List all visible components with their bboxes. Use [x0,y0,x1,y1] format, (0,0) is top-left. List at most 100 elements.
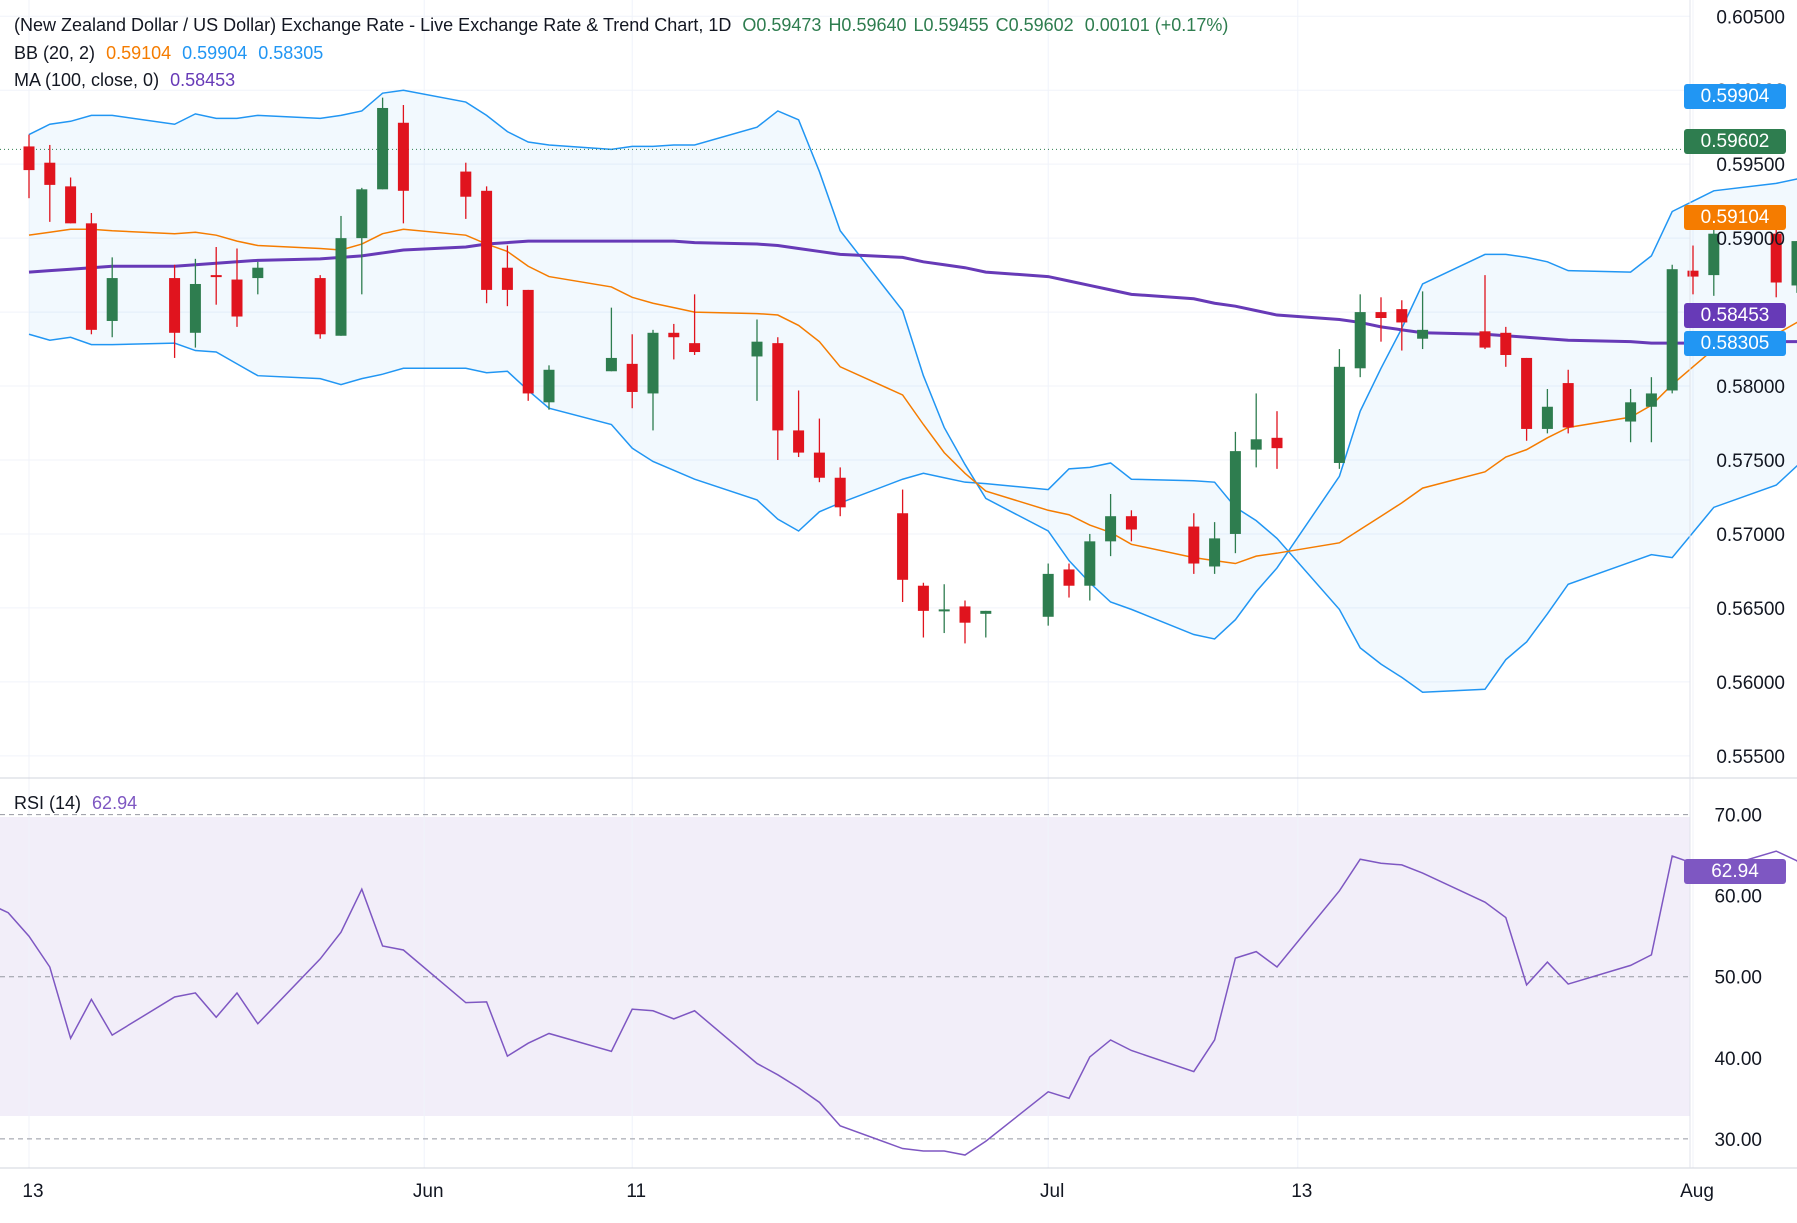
candle-body [189,283,201,333]
candle-body [481,190,493,290]
candle-body [1188,526,1200,564]
rsi-pane [0,814,1797,1156]
price-tick-label: 0.59500 [1716,155,1785,176]
candle-body [813,452,825,478]
rsi-price-label: 62.94 [1684,859,1786,884]
bb-lower-value: 0.58305 [258,43,324,63]
rsi-legend-value: 62.94 [92,793,138,813]
candle-body [210,275,222,278]
time-tick-label: Jul [1040,1181,1064,1202]
candlesticks [23,97,1797,644]
bollinger-band-fill [29,90,1797,693]
candle-body [668,332,680,338]
candle-body [1271,437,1283,449]
bb-lower-price-label: 0.58305 [1684,331,1786,356]
candle-body [938,609,950,612]
candle-body [1791,241,1797,286]
candle-body [314,278,326,335]
candle-body [1770,233,1782,283]
bb-mid-line [28,228,1797,565]
rsi-tick-label: 50.00 [1714,968,1762,989]
candle-body [959,606,971,623]
price-tick-label: 0.55500 [1716,747,1785,768]
candle-body [1417,329,1429,339]
candle-body [85,223,97,330]
open-value: O0.59473 [742,15,822,35]
candle-body [1125,516,1137,530]
rsi-label: RSI (14) [14,793,82,813]
bb-mid-value: 0.59104 [106,43,172,63]
candle-body [460,171,472,197]
candle-body [543,369,555,403]
candle-body [522,289,534,394]
candle-body [1063,569,1075,586]
bb-mid-price-label: 0.59104 [1684,205,1786,230]
bb-legend[interactable]: BB (20, 2) 0.59104 0.59904 0.58305 [14,42,329,64]
candle-body [1229,451,1241,534]
candle-body [980,610,992,614]
candle-body [1209,538,1221,567]
ohlc-legend: (New Zealand Dollar / US Dollar) Exchang… [14,14,1234,36]
chart-title: (New Zealand Dollar / US Dollar) Exchang… [14,15,732,35]
rsi-legend[interactable]: RSI (14) 62.94 [14,792,143,814]
last-price-label: 0.59602 [1684,129,1786,154]
candle-body [1354,312,1366,369]
candle-body [1396,309,1408,323]
candle-body [793,430,805,453]
bb-band-area [29,90,1797,693]
candle-body [1500,332,1512,355]
price-tick-label: 0.57500 [1716,451,1785,472]
ma-label: MA (100, close, 0) [14,70,160,90]
candle-body [44,162,56,185]
candle-body [252,267,264,279]
price-tick-label: 0.56500 [1716,599,1785,620]
candle-body [689,343,701,353]
candle-body [1562,383,1574,428]
candle-body [1708,233,1720,276]
rsi-tick-label: 60.00 [1714,887,1762,908]
candle-body [377,107,389,190]
price-tick-label: 0.60500 [1716,7,1785,28]
bb-label: BB (20, 2) [14,43,96,63]
time-tick-label: 13 [1291,1181,1312,1202]
candle-body [106,278,118,321]
rsi-tick-label: 30.00 [1714,1130,1762,1151]
candle-body [772,343,784,431]
axis-labels: 0.605000.600000.595000.590000.585000.580… [22,7,1785,1202]
price-tick-label: 0.57000 [1716,525,1785,546]
indicator-lines [0,89,1797,693]
rsi-tick-label: 70.00 [1714,806,1762,827]
candle-body [1541,406,1553,429]
candle-body [751,341,763,357]
price-tick-label: 0.56000 [1716,673,1785,694]
change-value: 0.00101 (+0.17%) [1084,15,1229,35]
candle-body [1479,331,1491,348]
candle-body [1084,541,1096,586]
candle-body [1333,366,1345,463]
candle-body [335,238,347,336]
candle-body [1521,357,1533,429]
bb-upper-price-label: 0.59904 [1684,84,1786,109]
ma-value: 0.58453 [170,70,236,90]
candle-body [1042,573,1054,617]
price-tick-label: 0.58000 [1716,377,1785,398]
candle-body [1666,269,1678,391]
candle-body [647,332,659,394]
time-tick-label: 11 [626,1181,646,1202]
time-tick-label: Aug [1680,1181,1714,1202]
time-tick-label: 13 [22,1181,43,1202]
candle-body [397,122,409,191]
ma100-line [28,239,1797,345]
candle-body [501,267,513,290]
ma-legend[interactable]: MA (100, close, 0) 0.58453 [14,69,241,91]
rsi-tick-label: 40.00 [1714,1049,1762,1070]
candle-body [1645,393,1657,407]
candle-body [897,513,909,580]
candle-body [834,477,846,508]
candle-body [65,186,77,224]
candle-body [169,278,181,333]
rsi-line [0,850,1797,1156]
candle-body [626,363,638,392]
high-value: H0.59640 [828,15,907,35]
